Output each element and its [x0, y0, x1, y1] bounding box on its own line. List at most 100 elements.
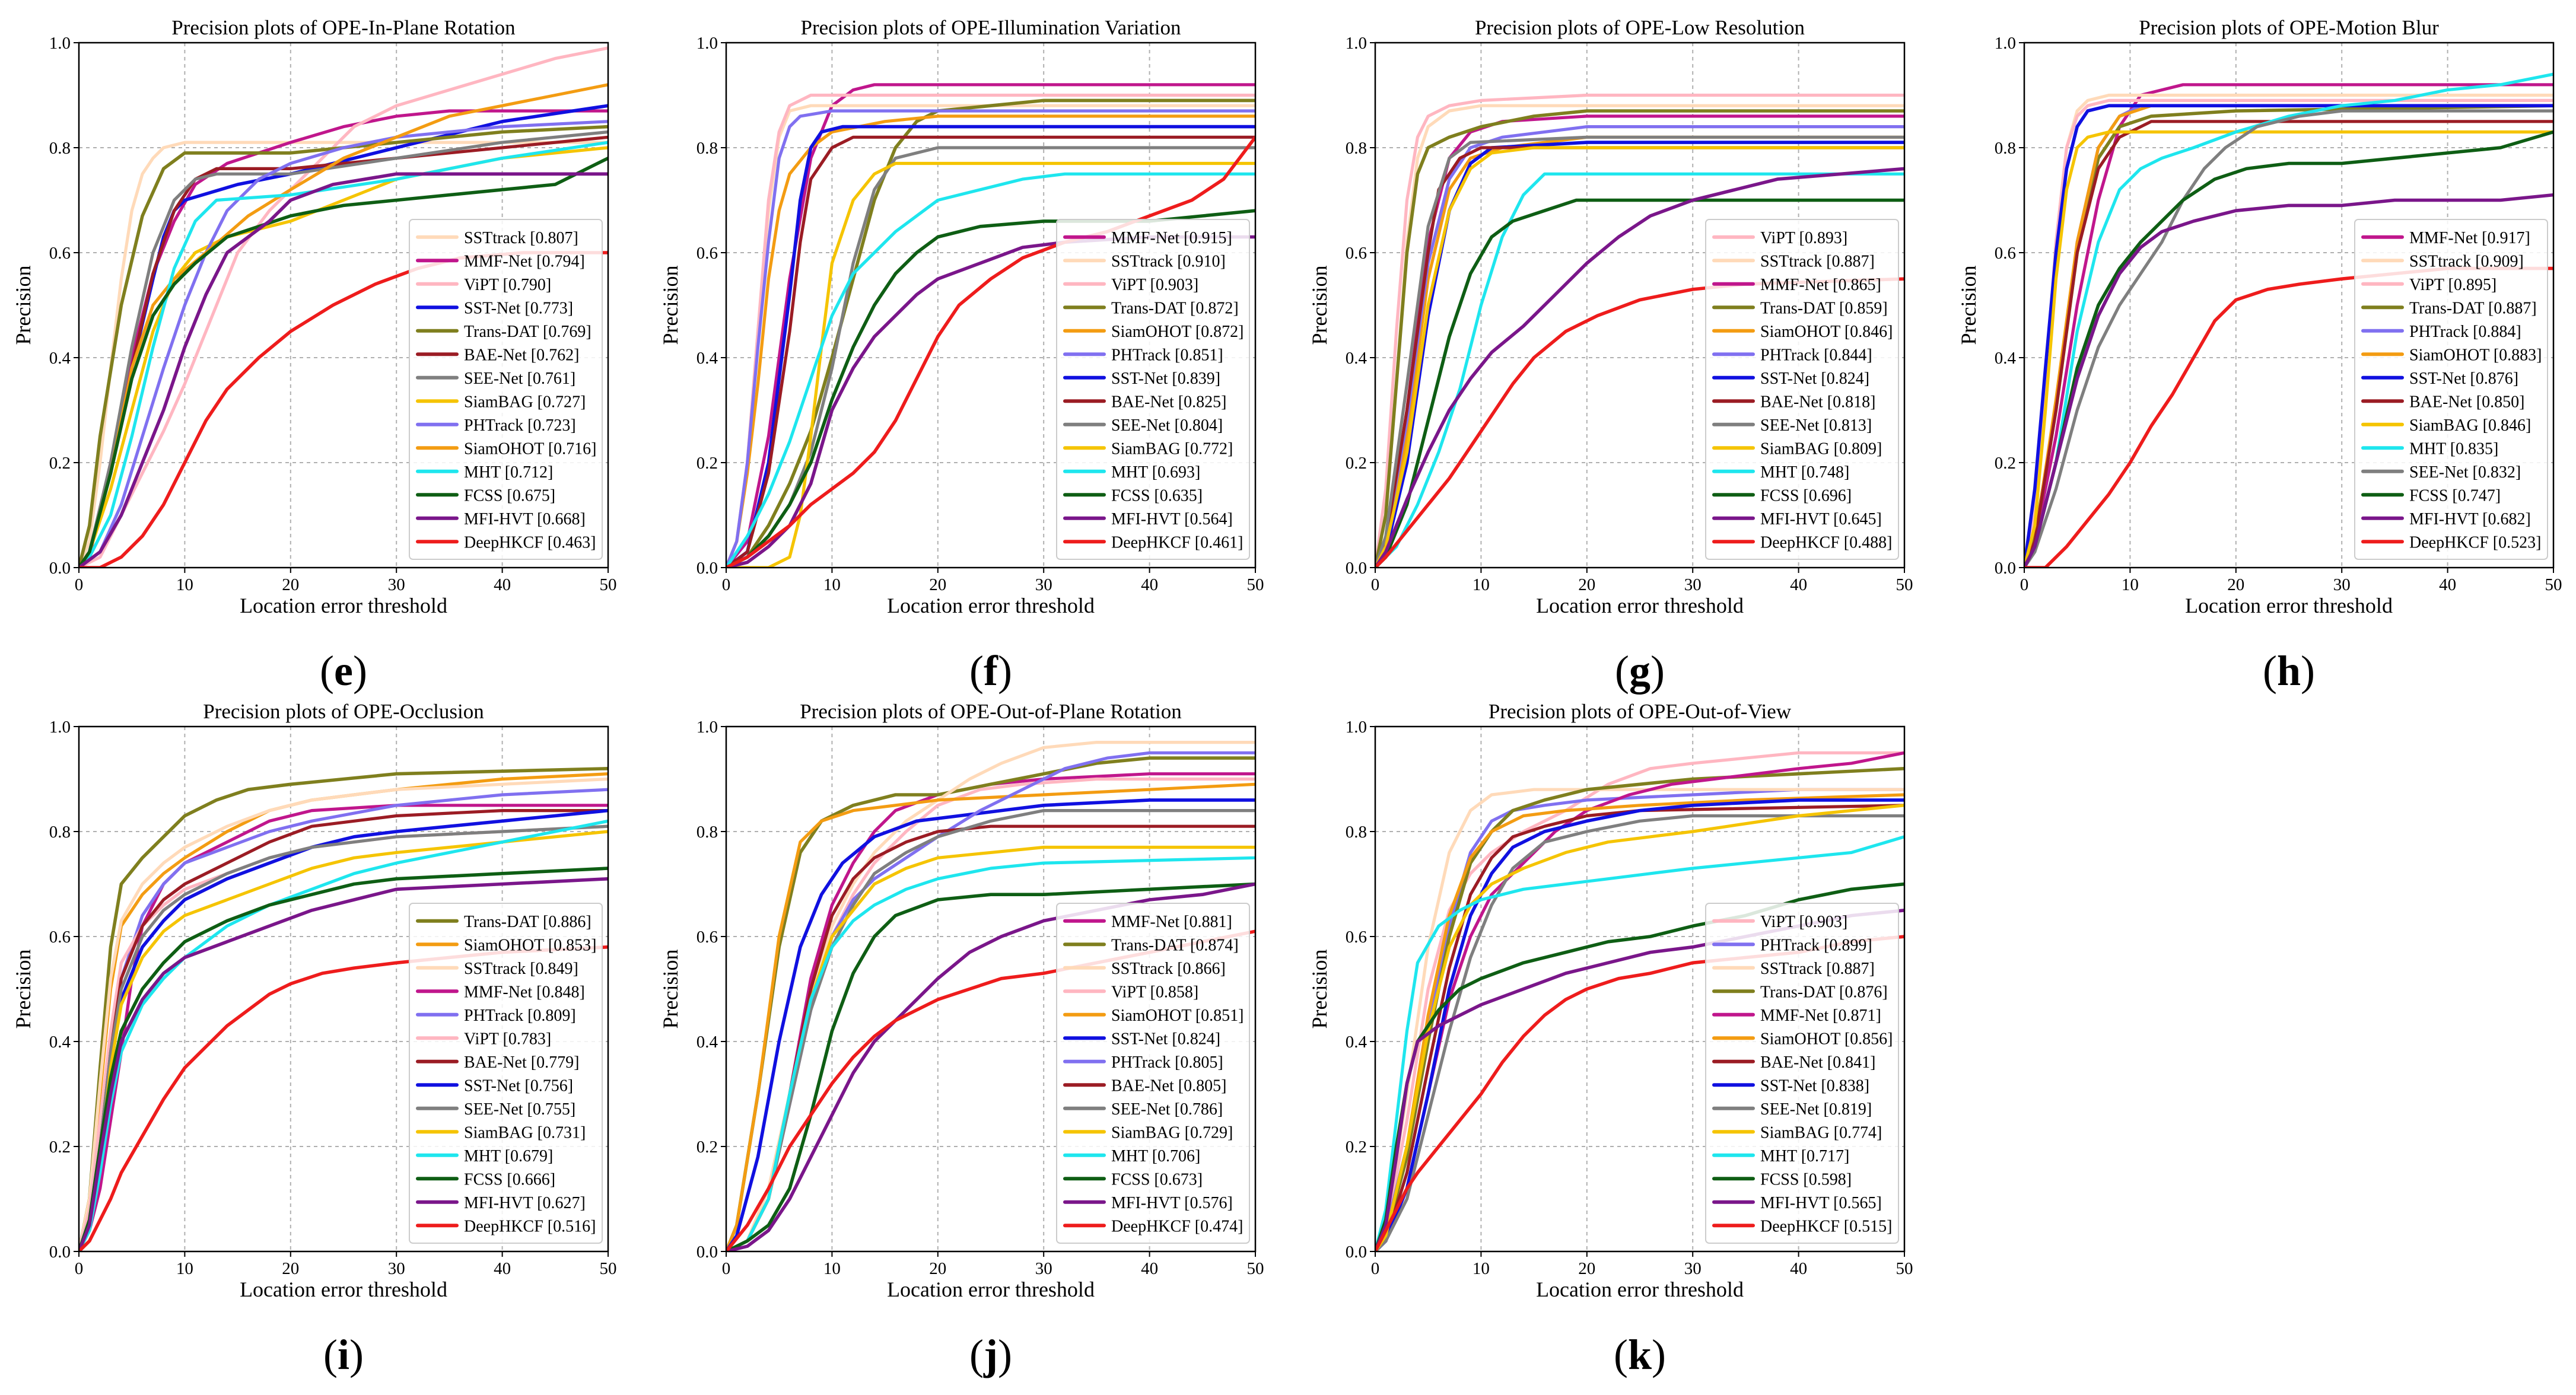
series-line-siambag — [2024, 130, 2553, 568]
y-tick-label: 0.2 — [1995, 454, 2016, 473]
panel-label-close: ) — [1650, 647, 1665, 695]
legend-label: PHTrack [0.805] — [1111, 1053, 1223, 1072]
legend-label: PHTrack [0.809] — [464, 1007, 576, 1025]
legend-label: DeepHKCF [0.515] — [1760, 1217, 1892, 1235]
axes-frame — [78, 42, 609, 569]
x-tick-label: 10 — [1473, 575, 1490, 594]
y-axis-label: Precision — [1308, 266, 1331, 345]
series-line-siambag — [726, 161, 1255, 568]
chart-title: Precision plots of OPE-Out-of-View — [1489, 700, 1792, 723]
x-tick-label: 10 — [2122, 575, 2139, 594]
x-axis-label: Location error threshold — [1536, 594, 1744, 617]
y-tick-label: 0.8 — [697, 139, 718, 158]
x-tick-label: 50 — [1896, 1259, 1913, 1278]
legend-box — [2354, 219, 2548, 560]
panel-label: (j) — [969, 1331, 1012, 1378]
legend-label: MFI-HVT [0.565] — [1760, 1194, 1882, 1212]
legend-label: DeepHKCF [0.463] — [464, 533, 596, 552]
series-line-ssttrack — [79, 777, 608, 1251]
legend-label: SiamBAG [0.772] — [1111, 439, 1233, 458]
legend-label: MHT [0.706] — [1111, 1147, 1200, 1165]
legend-label: BAE-Net [0.841] — [1760, 1053, 1875, 1072]
series-line-fcss — [79, 867, 608, 1251]
x-tick-label: 10 — [823, 1259, 841, 1278]
legend-label: MMF-Net [0.871] — [1760, 1007, 1881, 1025]
legend: MMF-Net [0.881] Trans-DAT [0.874] SSTtrack… — [1056, 903, 1250, 1244]
legend-box — [1705, 903, 1899, 1244]
panel-label-close: ) — [1652, 1331, 1666, 1378]
x-tick-label: 10 — [176, 1259, 193, 1278]
series-line-mfi-hvt — [2024, 193, 2553, 568]
legend-label: Trans-DAT [0.872] — [1111, 299, 1239, 317]
series-line-vipt — [1375, 751, 1904, 1251]
x-tick-label: 0 — [75, 1259, 84, 1278]
legend-label: MHT [0.693] — [1111, 463, 1200, 482]
legend-label: MMF-Net [0.865] — [1760, 276, 1881, 294]
series-line-mfi-hvt — [79, 172, 608, 568]
series-line-siambag — [1375, 146, 1904, 568]
legend-label: ViPT [0.790] — [464, 276, 551, 294]
series-lines — [2024, 72, 2553, 568]
panel-label-close: ) — [2301, 647, 2315, 695]
legend-label: SiamOHOT [0.846] — [1760, 323, 1893, 341]
legend-label: SEE-Net [0.819] — [1760, 1100, 1872, 1119]
series-line-trans-dat — [79, 767, 608, 1251]
y-tick-label: 0.0 — [1995, 559, 2016, 578]
y-tick-label: 0.0 — [49, 559, 71, 578]
series-line-mht — [2024, 72, 2553, 568]
y-tick-label: 0.2 — [49, 1138, 71, 1157]
series-line-fcss — [79, 156, 608, 568]
x-tick-label: 30 — [1684, 1259, 1702, 1278]
x-tick-label: 50 — [1247, 575, 1264, 594]
series-line-deephkcf — [79, 945, 608, 1251]
y-tick-label: 0.6 — [697, 928, 718, 947]
legend-label: SST-Net [0.824] — [1111, 1030, 1220, 1048]
x-tick-label: 30 — [1035, 1259, 1052, 1278]
y-tick-label: 0.4 — [49, 1033, 71, 1052]
x-tick-label: 20 — [929, 575, 946, 594]
legend-label: Trans-DAT [0.769] — [464, 323, 591, 341]
series-line-phtrack — [79, 120, 608, 568]
y-tick-label: 0.2 — [1346, 1138, 1367, 1157]
x-tick-label: 20 — [2227, 575, 2244, 594]
x-tick-label: 10 — [1473, 1259, 1490, 1278]
legend-label: MFI-HVT [0.668] — [464, 510, 586, 528]
legend-label: SEE-Net [0.755] — [464, 1100, 575, 1119]
legend-label: Trans-DAT [0.874] — [1111, 936, 1239, 954]
legend-label: BAE-Net [0.850] — [2409, 393, 2524, 411]
y-axis-label: Precision — [1957, 266, 1980, 345]
legend-label: MMF-Net [0.794] — [464, 252, 585, 270]
panel-letter: f — [984, 647, 998, 695]
x-tick-label: 20 — [282, 575, 299, 594]
x-tick-label: 50 — [600, 575, 617, 594]
series-line-mht — [1375, 172, 1904, 568]
series-line-see-net — [1375, 814, 1904, 1251]
legend-label: SiamBAG [0.727] — [464, 393, 586, 411]
chart-panel-h: 0 10 20 30 40 50 0.0 0.2 0.4 0.6 0.8 1.0 Precision p… — [1957, 16, 2562, 695]
legend: Trans-DAT [0.886] SiamOHOT [0.853] SSTtrac… — [409, 903, 603, 1244]
x-tick-label: 40 — [2439, 575, 2456, 594]
legend-label: SiamOHOT [0.716] — [464, 439, 596, 458]
y-tick-label: 0.0 — [49, 1243, 71, 1262]
legend-label: MHT [0.835] — [2409, 439, 2498, 458]
y-tick-label: 0.8 — [697, 823, 718, 842]
y-tick-label: 1.0 — [697, 34, 718, 53]
legend-label: MHT [0.679] — [464, 1147, 553, 1165]
legend-label: MFI-HVT [0.682] — [2409, 510, 2531, 528]
x-tick-label: 50 — [2545, 575, 2562, 594]
y-tick-label: 0.4 — [1995, 349, 2017, 368]
legend-label: DeepHKCF [0.474] — [1111, 1217, 1243, 1235]
series-line-mfi-hvt — [726, 235, 1255, 568]
x-tick-label: 0 — [75, 575, 84, 594]
legend-label: FCSS [0.747] — [2409, 486, 2501, 505]
panel-label: (e) — [320, 647, 367, 695]
x-tick-label: 30 — [1035, 575, 1052, 594]
x-tick-label: 0 — [1371, 1259, 1380, 1278]
legend-label: MMF-Net [0.915] — [1111, 229, 1232, 247]
panel-label-close: ) — [353, 647, 367, 695]
x-tick-label: 10 — [176, 575, 193, 594]
series-line-trans-dat — [1375, 767, 1904, 1251]
legend-label: ViPT [0.903] — [1760, 913, 1847, 931]
series-line-vipt — [1375, 93, 1904, 568]
legend-label: PHTrack [0.884] — [2409, 323, 2521, 341]
